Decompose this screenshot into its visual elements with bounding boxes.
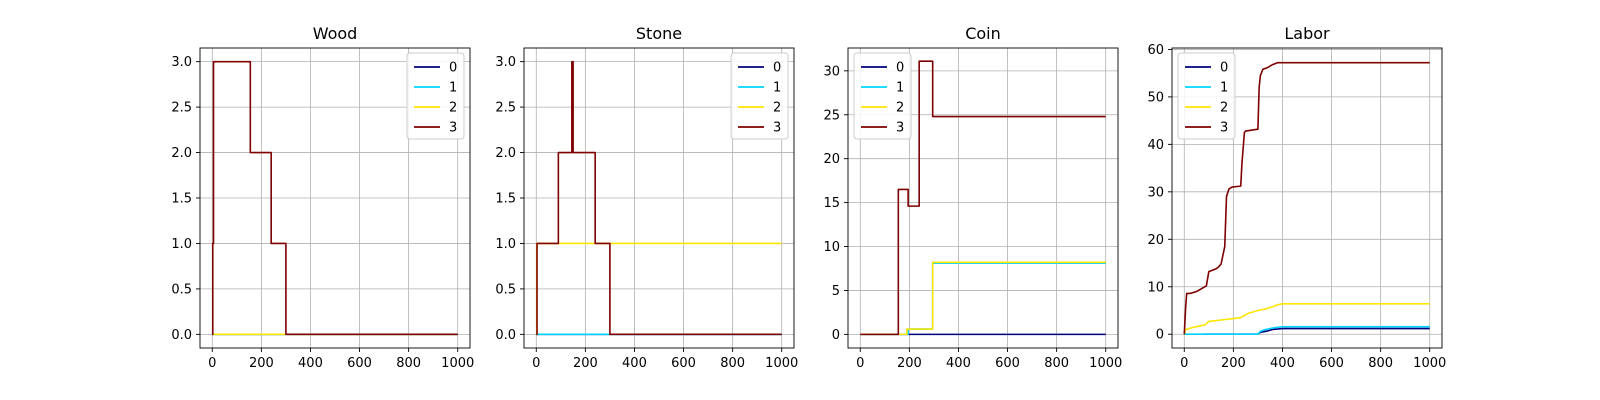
- legend-label: 0: [773, 61, 781, 76]
- x-tick-label: 1000: [765, 356, 798, 371]
- x-tick-label: 1000: [1413, 356, 1446, 371]
- series-line-0: [1203, 327, 1430, 336]
- y-tick-label: 15: [823, 196, 840, 211]
- legend: 0 1 2 3: [730, 52, 789, 140]
- x-tick-label: 400: [298, 356, 323, 371]
- series-line-3: [1183, 61, 1430, 335]
- legend-label: 2: [1220, 101, 1228, 116]
- y-tick-label: 10: [1147, 280, 1164, 295]
- y-tick-label: 30: [1147, 185, 1164, 200]
- legend-label: 1: [896, 81, 904, 96]
- legend-label: 0: [896, 61, 904, 76]
- x-tick-label: 400: [622, 356, 647, 371]
- legend-label: 2: [449, 101, 457, 116]
- series-line-3: [211, 60, 458, 336]
- legend-box: [853, 52, 912, 140]
- legend-label: 1: [449, 81, 457, 96]
- x-tick-label: 0: [856, 356, 864, 371]
- legend-box: [406, 52, 465, 140]
- legend-label: 1: [1220, 81, 1228, 96]
- y-tick-label: 2.0: [495, 146, 516, 161]
- legend-label: 3: [896, 121, 904, 136]
- x-tick-label: 400: [1270, 356, 1295, 371]
- x-tick-label: 600: [347, 356, 372, 371]
- y-tick-label: 2.0: [171, 146, 192, 161]
- y-tick-label: 0.0: [171, 328, 192, 343]
- x-tick-label: 200: [1221, 356, 1246, 371]
- x-tick-label: 200: [249, 356, 274, 371]
- legend-label: 1: [773, 81, 781, 96]
- x-tick-label: 200: [573, 356, 598, 371]
- chart-1: 0 200 400 600 800 1000 0.0 0.5 1.0 1.5 2.0 2.5 3.0 St…: [495, 24, 798, 371]
- legend-label: 3: [1220, 121, 1228, 136]
- y-tick-label: 0.5: [171, 282, 192, 297]
- y-tick-label: 25: [823, 108, 840, 123]
- y-tick-label: 20: [823, 152, 840, 167]
- series-line-1: [1184, 325, 1430, 336]
- x-tick-label: 600: [995, 356, 1020, 371]
- y-tick-label: 0: [832, 328, 840, 343]
- y-tick-label: 1.0: [495, 237, 516, 252]
- axes-frame: [1171, 47, 1443, 349]
- legend: 0 1 2 3: [1177, 52, 1236, 140]
- x-tick-label: 0: [1180, 356, 1188, 371]
- y-tick-label: 0.0: [495, 328, 516, 343]
- legend-label: 0: [449, 61, 457, 76]
- y-tick-label: 20: [1147, 233, 1164, 248]
- series-line-2: [860, 261, 1106, 336]
- legend-label: 2: [896, 101, 904, 116]
- chart-title: Labor: [1284, 24, 1330, 43]
- x-tick-label: 0: [208, 356, 216, 371]
- legend-label: 3: [449, 121, 457, 136]
- legend: 0 1 2 3: [406, 52, 465, 140]
- legend-label: 2: [773, 101, 781, 116]
- legend-label: 0: [1220, 61, 1228, 76]
- x-tick-label: 400: [946, 356, 971, 371]
- y-tick-label: 0: [1156, 328, 1164, 343]
- y-tick-label: 1.5: [495, 192, 516, 207]
- x-tick-label: 800: [1368, 356, 1393, 371]
- chart-title: Coin: [965, 24, 1001, 43]
- y-tick-label: 2.5: [495, 101, 516, 116]
- x-tick-label: 1000: [1089, 356, 1122, 371]
- y-tick-label: 3.0: [495, 55, 516, 70]
- y-tick-label: 60: [1147, 43, 1164, 58]
- chart-3: 0 200 400 600 800 1000 0 10 20 30 40 50 60 Labor 0 1 2 3: [1147, 24, 1446, 371]
- x-tick-label: 800: [1044, 356, 1069, 371]
- axes-frame: [847, 47, 1119, 349]
- x-tick-label: 0: [532, 356, 540, 371]
- y-tick-label: 30: [823, 64, 840, 79]
- x-tick-label: 1000: [441, 356, 474, 371]
- x-tick-label: 600: [1319, 356, 1344, 371]
- y-tick-label: 1.5: [171, 192, 192, 207]
- y-tick-label: 2.5: [171, 101, 192, 116]
- chart-title: Wood: [313, 24, 358, 43]
- x-tick-label: 200: [897, 356, 922, 371]
- chart-2: 0 200 400 600 800 1000 0 5 10 15 20 25 30 Coin 0 1 2 3: [823, 24, 1122, 371]
- legend-box: [730, 52, 789, 140]
- y-tick-label: 0.5: [495, 282, 516, 297]
- legend-box: [1177, 52, 1236, 140]
- y-tick-label: 1.0: [171, 237, 192, 252]
- x-tick-label: 800: [396, 356, 421, 371]
- legend-label: 3: [773, 121, 781, 136]
- y-tick-label: 40: [1147, 138, 1164, 153]
- chart-title: Stone: [636, 24, 682, 43]
- series-line-1: [860, 262, 1106, 336]
- series-line-3: [536, 60, 782, 336]
- y-tick-label: 50: [1147, 90, 1164, 105]
- y-tick-label: 3.0: [171, 55, 192, 70]
- legend: 0 1 2 3: [853, 52, 912, 140]
- x-tick-label: 800: [720, 356, 745, 371]
- x-tick-label: 600: [671, 356, 696, 371]
- chart-0: 0 200 400 600 800 1000 0.0 0.5 1.0 1.5 2.0 2.5 3.0 Wo…: [171, 24, 474, 371]
- series-line-2: [1183, 303, 1430, 335]
- y-tick-label: 10: [823, 240, 840, 255]
- series-line-3: [860, 60, 1106, 336]
- y-tick-label: 5: [832, 284, 840, 299]
